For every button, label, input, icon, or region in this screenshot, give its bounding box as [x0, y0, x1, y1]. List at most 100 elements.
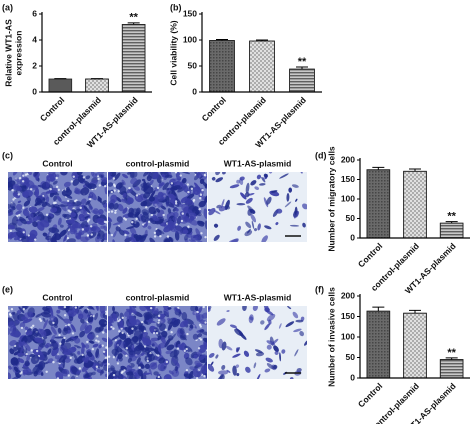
x-tick-label: Control: [200, 95, 228, 123]
image-title: control-plasmid: [126, 292, 190, 302]
pore: [157, 354, 159, 356]
pore: [204, 236, 206, 238]
pore: [142, 223, 144, 225]
pore: [64, 314, 66, 316]
pore: [49, 188, 51, 190]
pore: [119, 319, 121, 321]
pore: [201, 189, 203, 191]
image-title: Control: [42, 292, 72, 302]
pore: [131, 221, 133, 223]
bar-texture: [440, 223, 463, 238]
pore: [196, 377, 198, 379]
pore: [186, 369, 188, 371]
pore: [204, 174, 206, 176]
image-title: WT1-AS-plasmid: [224, 292, 292, 302]
pore: [68, 324, 70, 326]
pore: [25, 174, 27, 176]
x-tick-label: Control: [356, 381, 384, 409]
pore: [121, 332, 123, 334]
pore: [114, 212, 116, 214]
pore: [126, 347, 128, 349]
significance: **: [447, 211, 456, 223]
pore: [193, 199, 195, 201]
y-tick-label: 200: [341, 154, 355, 164]
pore: [107, 363, 109, 365]
pore: [113, 177, 115, 179]
y-tick-label: 2: [32, 60, 37, 70]
pore: [79, 367, 81, 369]
image-title: WT1-AS-plasmid: [224, 158, 292, 168]
pore: [18, 214, 20, 216]
pore: [32, 325, 34, 327]
pore: [187, 191, 189, 193]
pore: [156, 332, 158, 334]
pore: [118, 190, 120, 192]
significance: **: [129, 12, 138, 24]
y-tick-label: 150: [341, 311, 355, 321]
significance: **: [298, 56, 307, 68]
pore: [180, 174, 182, 176]
pore: [58, 189, 60, 191]
y-tick-label: 6: [32, 8, 37, 18]
x-tick-label: Control: [38, 95, 66, 123]
bar-texture: [290, 69, 315, 92]
pore: [165, 329, 167, 331]
pore: [108, 355, 110, 357]
pore: [73, 175, 75, 177]
pore: [136, 194, 138, 196]
pore: [74, 200, 76, 202]
panel-label: (b): [170, 2, 182, 12]
y-tick-label: 4: [32, 34, 37, 44]
pore: [105, 313, 107, 315]
pore: [97, 340, 99, 342]
pore: [57, 377, 59, 379]
pore: [117, 362, 119, 364]
cell: [60, 169, 67, 175]
pore: [175, 223, 177, 225]
pore: [118, 330, 120, 332]
pore: [200, 325, 202, 327]
pore: [86, 341, 88, 343]
pore: [131, 328, 133, 330]
bar-texture: [250, 41, 275, 92]
pore: [58, 334, 60, 336]
cell: [89, 206, 94, 210]
pore: [88, 218, 90, 220]
panel-label: (a): [2, 2, 13, 12]
y-axis-label: Number of migratory cells: [326, 146, 336, 252]
pore: [39, 318, 41, 320]
pore: [105, 311, 107, 313]
pore: [46, 214, 48, 216]
pore: [95, 339, 97, 341]
pore: [55, 177, 57, 179]
pore: [59, 343, 61, 345]
pore: [200, 232, 202, 234]
cell: [85, 374, 89, 378]
pore: [102, 344, 104, 346]
pore: [177, 347, 179, 349]
y-tick-label: 100: [183, 34, 197, 44]
pore: [11, 189, 13, 191]
pore: [34, 238, 36, 240]
pore: [157, 187, 159, 189]
pore: [185, 348, 187, 350]
pore: [72, 332, 74, 334]
pore: [128, 187, 130, 189]
pore: [18, 193, 20, 195]
image-title: Control: [42, 158, 72, 168]
micrograph: [103, 301, 212, 384]
pore: [154, 235, 156, 237]
pore: [162, 214, 164, 216]
bar-texture: [404, 313, 427, 378]
pore: [30, 188, 32, 190]
y-axis-label: Relative WT1-AS: [3, 19, 13, 87]
bar-texture: [86, 79, 109, 92]
bar-texture: [367, 170, 390, 238]
pore: [167, 235, 169, 237]
pore: [11, 308, 13, 310]
pore: [97, 178, 99, 180]
pore: [199, 197, 201, 199]
pore: [113, 356, 115, 358]
y-tick-label: 0: [350, 232, 355, 242]
